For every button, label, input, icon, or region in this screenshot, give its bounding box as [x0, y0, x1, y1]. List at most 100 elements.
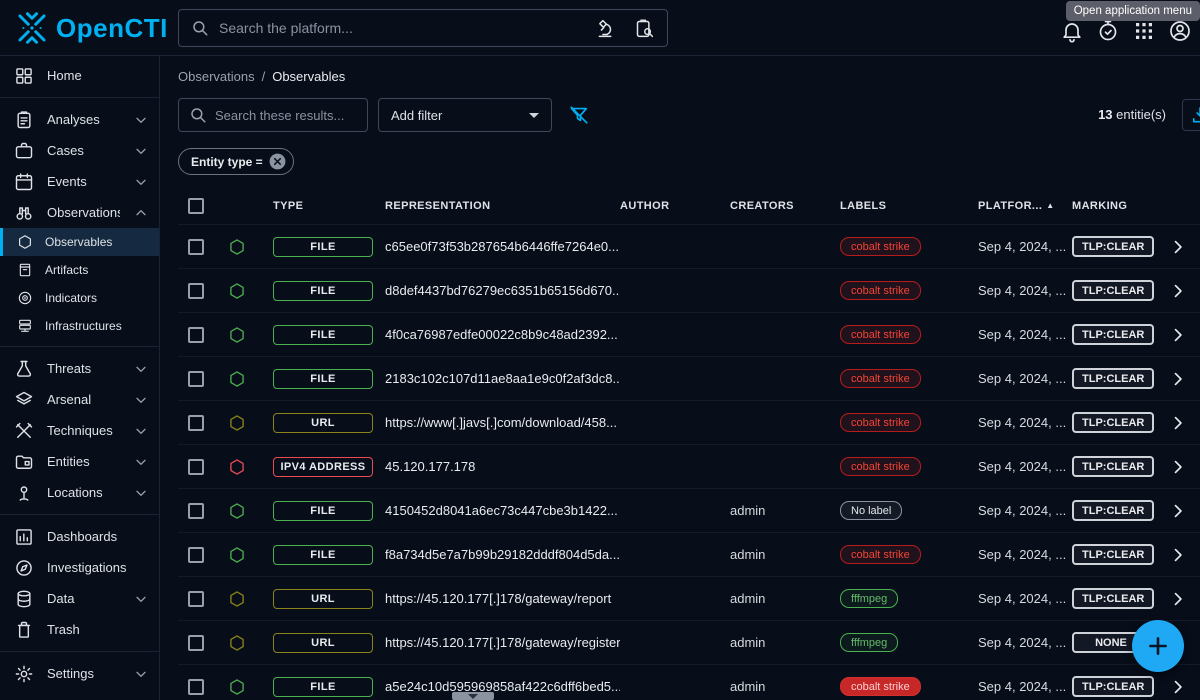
sidebar-item-threats[interactable]: Threats — [0, 353, 159, 384]
app-menu-grid-icon[interactable] — [1132, 19, 1156, 43]
labels-cell: fffmpeg — [840, 633, 978, 652]
row-checkbox[interactable] — [188, 634, 204, 651]
chevron-right-icon[interactable] — [1168, 369, 1188, 389]
sidebar-item-dashboards[interactable]: Dashboards — [0, 521, 159, 552]
representation-text[interactable]: 4f0ca76987edfe00022c8b9c48ad2392... — [385, 327, 618, 342]
representation-text[interactable]: 2183c102c107d11ae8aa1e9c0f2af3dc8... — [385, 371, 620, 386]
bulk-search-icon[interactable] — [634, 18, 655, 39]
row-checkbox[interactable] — [188, 414, 204, 431]
table-row[interactable]: URL https://www[.]javs[.]com/download/458… — [178, 401, 1200, 445]
advanced-search-icon[interactable] — [595, 18, 616, 39]
entity-type-filter-chip[interactable]: Entity type = — [178, 148, 294, 175]
label-chip[interactable]: cobalt strike — [840, 369, 921, 388]
scroll-indicator[interactable] — [452, 692, 494, 700]
header-labels[interactable]: LABELS — [840, 199, 887, 212]
row-checkbox[interactable] — [188, 370, 204, 387]
sidebar-item-locations[interactable]: Locations — [0, 477, 159, 508]
sidebar-item-trash[interactable]: Trash — [0, 614, 159, 645]
row-checkbox[interactable] — [188, 546, 204, 563]
representation-text[interactable]: 4150452d8041a6ec73c447cbe3b1422... — [385, 503, 618, 518]
sidebar-item-arsenal[interactable]: Arsenal — [0, 384, 159, 415]
header-platform-date[interactable]: PLATFOR... ▲ — [978, 199, 1055, 212]
representation-text[interactable]: 45.120.177.178 — [385, 459, 476, 474]
label-chip[interactable]: cobalt strike — [840, 413, 921, 432]
sidebar-item-analyses[interactable]: Analyses — [0, 104, 159, 135]
header-author[interactable]: AUTHOR — [620, 199, 670, 212]
timer-icon[interactable] — [1096, 19, 1120, 43]
table-row[interactable]: FILE 4150452d8041a6ec73c447cbe3b1422... ad… — [178, 489, 1200, 533]
header-marking[interactable]: MARKING — [1072, 199, 1128, 212]
chevron-right-icon[interactable] — [1168, 281, 1188, 301]
header-type[interactable]: TYPE — [273, 199, 304, 212]
sidebar-item-indicators[interactable]: Indicators — [0, 284, 159, 312]
sidebar-item-observables[interactable]: Observables — [0, 228, 159, 256]
opencti-logo[interactable]: OpenCTI — [14, 10, 168, 46]
sidebar-item-settings[interactable]: Settings — [0, 658, 159, 689]
row-checkbox[interactable] — [188, 282, 204, 299]
label-chip[interactable]: fffmpeg — [840, 589, 899, 608]
row-checkbox[interactable] — [188, 458, 204, 475]
label-chip[interactable]: cobalt strike — [840, 325, 921, 344]
label-chip[interactable]: No label — [840, 501, 903, 520]
table-row[interactable]: URL https://45.120.177[.]178/gateway/repo… — [178, 577, 1200, 621]
table-row[interactable]: URL https://45.120.177[.]178/gateway/regi… — [178, 621, 1200, 665]
export-button[interactable] — [1182, 99, 1200, 131]
sidebar-item-entities[interactable]: Entities — [0, 446, 159, 477]
representation-text[interactable]: a5e24c10d595969858af422c6dff6bed5... — [385, 679, 620, 694]
chevron-right-icon[interactable] — [1168, 677, 1188, 697]
table-row[interactable]: FILE 4f0ca76987edfe00022c8b9c48ad2392... c… — [178, 313, 1200, 357]
row-checkbox[interactable] — [188, 238, 204, 255]
header-creators[interactable]: CREATORS — [730, 199, 794, 212]
sidebar-item-artifacts[interactable]: Artifacts — [0, 256, 159, 284]
results-search-input[interactable] — [215, 107, 357, 123]
topbar-icons — [1060, 19, 1192, 43]
table-row[interactable]: FILE 2183c102c107d11ae8aa1e9c0f2af3dc8...… — [178, 357, 1200, 401]
representation-text[interactable]: c65ee0f73f53b287654b6446ffe7264e0... — [385, 239, 619, 254]
chevron-right-icon[interactable] — [1168, 457, 1188, 477]
table-row[interactable]: FILE d8def4437bd76279ec6351b65156d670... c… — [178, 269, 1200, 313]
row-checkbox[interactable] — [188, 678, 204, 695]
label-chip[interactable]: fffmpeg — [840, 633, 899, 652]
platform-search-input[interactable] — [219, 20, 577, 36]
breadcrumb-observations[interactable]: Observations — [178, 68, 255, 84]
account-icon[interactable] — [1168, 19, 1192, 43]
label-chip[interactable]: cobalt strike — [840, 237, 921, 256]
row-checkbox[interactable] — [188, 590, 204, 607]
add-filter-select[interactable]: Add filter — [378, 98, 552, 132]
representation-text[interactable]: https://www[.]javs[.]com/download/458... — [385, 415, 617, 430]
notifications-bell-icon[interactable] — [1060, 19, 1084, 43]
chevron-right-icon[interactable] — [1168, 501, 1188, 521]
table-row[interactable]: FILE c65ee0f73f53b287654b6446ffe7264e0...… — [178, 225, 1200, 269]
chevron-right-icon[interactable] — [1168, 413, 1188, 433]
sidebar-item-techniques[interactable]: Techniques — [0, 415, 159, 446]
sidebar-item-observations[interactable]: Observations — [0, 197, 159, 228]
sidebar-item-events[interactable]: Events — [0, 166, 159, 197]
sidebar-item-home[interactable]: Home — [0, 60, 159, 91]
row-checkbox[interactable] — [188, 502, 204, 519]
chevron-right-icon[interactable] — [1168, 237, 1188, 257]
header-representation[interactable]: REPRESENTATION — [385, 199, 491, 212]
clear-filters-icon[interactable] — [568, 104, 590, 126]
select-all-checkbox[interactable] — [188, 197, 204, 214]
sidebar-item-investigations[interactable]: Investigations — [0, 552, 159, 583]
representation-text[interactable]: f8a734d5e7a7b99b29182dddf804d5da... — [385, 547, 620, 562]
table-row[interactable]: FILE a5e24c10d595969858af422c6dff6bed5...… — [178, 665, 1200, 700]
sidebar-item-infrastructures[interactable]: Infrastructures — [0, 312, 159, 340]
sidebar-item-cases[interactable]: Cases — [0, 135, 159, 166]
label-chip[interactable]: cobalt strike — [840, 281, 921, 300]
representation-text[interactable]: https://45.120.177[.]178/gateway/registe… — [385, 635, 620, 650]
chevron-right-icon[interactable] — [1168, 325, 1188, 345]
label-chip[interactable]: cobalt strike — [840, 677, 921, 696]
sidebar-item-data[interactable]: Data — [0, 583, 159, 614]
add-observable-fab[interactable] — [1132, 620, 1184, 672]
remove-filter-icon[interactable] — [268, 152, 287, 171]
chevron-right-icon[interactable] — [1168, 589, 1188, 609]
chevron-right-icon[interactable] — [1168, 545, 1188, 565]
row-checkbox[interactable] — [188, 326, 204, 343]
label-chip[interactable]: cobalt strike — [840, 545, 921, 564]
table-row[interactable]: IPV4 ADDRESS 45.120.177.178 cobalt strike S… — [178, 445, 1200, 489]
representation-text[interactable]: https://45.120.177[.]178/gateway/report — [385, 591, 612, 606]
label-chip[interactable]: cobalt strike — [840, 457, 921, 476]
representation-text[interactable]: d8def4437bd76279ec6351b65156d670... — [385, 283, 620, 298]
table-row[interactable]: FILE f8a734d5e7a7b99b29182dddf804d5da... a… — [178, 533, 1200, 577]
